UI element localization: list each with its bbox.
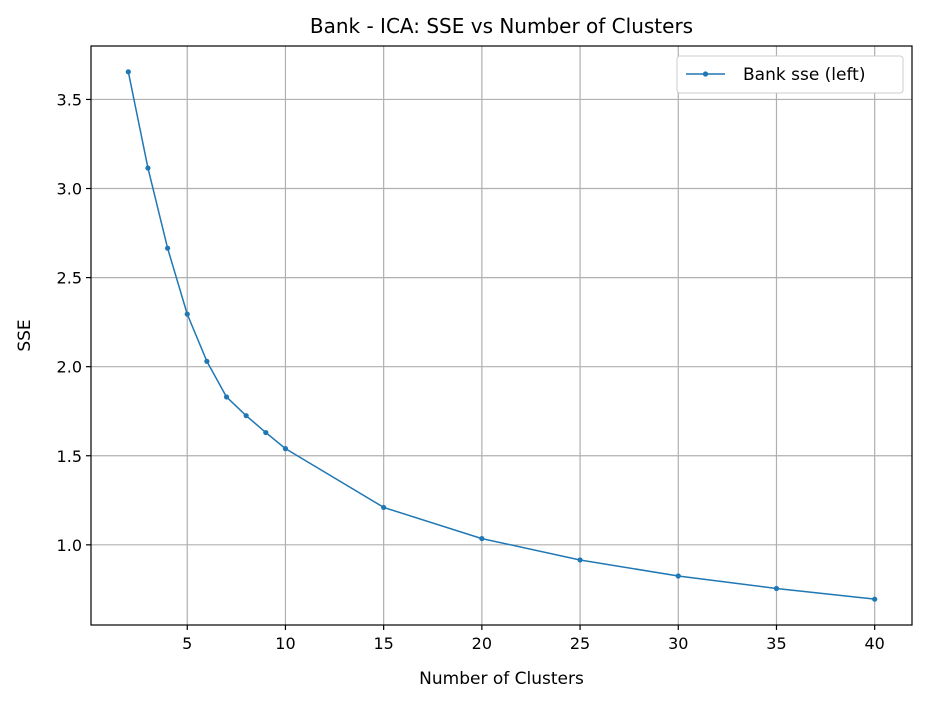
legend-label: Bank sse (left) — [743, 65, 865, 85]
plot-frame — [90, 45, 913, 626]
data-point — [263, 429, 269, 436]
data-point — [204, 358, 210, 364]
y-tick-label: 2.0 — [57, 358, 82, 377]
x-tick-label: 15 — [373, 634, 393, 653]
y-tick-label: 1.0 — [57, 536, 82, 555]
data-point — [282, 446, 289, 452]
data-point — [125, 69, 131, 75]
data-point — [675, 573, 681, 579]
x-axis-ticks: 5 10 15 20 25 30 35 40 — [182, 625, 885, 653]
x-tick-label: 25 — [570, 634, 590, 653]
x-axis-label: Number of Clusters — [419, 669, 584, 689]
y-tick-label: 1.5 — [57, 447, 82, 466]
x-tick-label: 5 — [182, 634, 192, 653]
legend-marker-swatch — [702, 71, 709, 77]
y-tick-label: 3.5 — [57, 90, 82, 109]
data-point — [872, 596, 878, 602]
data-point — [184, 311, 190, 317]
data-point — [479, 535, 485, 542]
data-point — [165, 245, 171, 251]
x-tick-label: 35 — [766, 634, 786, 653]
grid-lines — [91, 46, 912, 625]
y-tick-label: 3.0 — [57, 180, 82, 199]
data-point — [773, 585, 780, 592]
data-point — [381, 504, 387, 511]
data-point — [223, 394, 230, 400]
data-point — [577, 557, 583, 563]
data-point — [145, 165, 151, 171]
y-axis-label: SSE — [15, 319, 35, 351]
x-tick-label: 10 — [275, 634, 295, 653]
x-tick-label: 30 — [668, 634, 688, 653]
x-tick-label: 40 — [865, 634, 885, 653]
x-tick-label: 20 — [472, 634, 492, 653]
series-layer — [125, 69, 878, 602]
legend-box — [676, 55, 904, 94]
legend: Bank sse (left) — [676, 55, 904, 94]
y-axis-ticks: 1.0 1.5 2.0 2.5 3.0 3.5 — [57, 90, 91, 555]
chart-title: Bank - ICA: SSE vs Number of Clusters — [310, 14, 693, 38]
y-tick-label: 2.5 — [57, 269, 82, 288]
data-point — [243, 413, 249, 419]
